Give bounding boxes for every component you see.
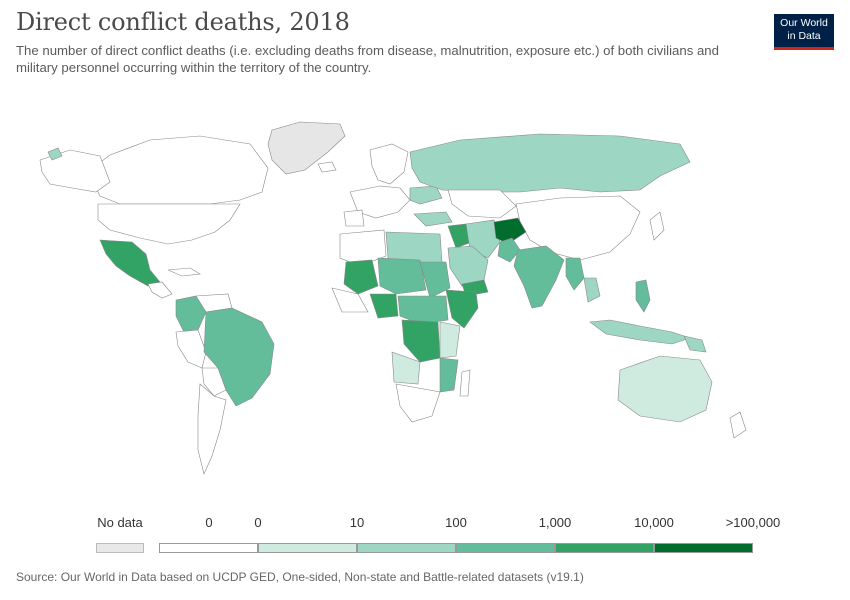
map-legend: No data 0 0 10 100 1,000 10,000 >100,000: [0, 505, 850, 560]
sudan[interactable]: [419, 261, 451, 299]
legend-nodata-swatch[interactable]: [96, 543, 144, 553]
legend-swatch-5[interactable]: [654, 543, 753, 553]
russia[interactable]: [409, 133, 691, 193]
morocco-algeria[interactable]: [339, 229, 387, 267]
mexico[interactable]: [99, 239, 161, 287]
kenya-tanzania[interactable]: [439, 321, 461, 359]
argentina-chile[interactable]: [197, 383, 227, 475]
australia[interactable]: [617, 355, 713, 423]
legend-zero-label: 0: [205, 515, 213, 530]
legend-end-label: >100,000: [725, 515, 781, 530]
mongolia-china[interactable]: [515, 195, 641, 261]
south-sudan-car[interactable]: [397, 295, 449, 325]
japan[interactable]: [649, 211, 665, 241]
india[interactable]: [513, 245, 565, 309]
kazakhstan[interactable]: [447, 189, 517, 219]
legend-zero-swatch[interactable]: [159, 543, 258, 553]
chart-subtitle: The number of direct conflict deaths (i.…: [16, 43, 719, 75]
legend-bin-label-2: 100: [445, 515, 467, 530]
owid-logo[interactable]: Our World in Data: [774, 14, 834, 50]
alaska-island[interactable]: [47, 147, 63, 161]
papua-new-guinea[interactable]: [683, 335, 707, 353]
legend-bin-label-4: 10,000: [634, 515, 674, 530]
legend-nodata-label: No data: [97, 515, 143, 530]
world-map: [39, 121, 747, 475]
legend-swatch-1[interactable]: [258, 543, 357, 553]
legend-swatch-4[interactable]: [555, 543, 654, 553]
peru[interactable]: [175, 329, 207, 369]
legend-swatch-3[interactable]: [456, 543, 555, 553]
united-states[interactable]: [97, 203, 241, 245]
logo-line-1: Our World: [780, 17, 828, 29]
chart-title: Direct conflict deaths, 2018: [16, 8, 350, 36]
alaska[interactable]: [39, 149, 111, 193]
new-zealand[interactable]: [729, 411, 747, 439]
logo-accent-bar: [774, 47, 834, 50]
canada[interactable]: [91, 135, 269, 205]
brazil[interactable]: [203, 307, 275, 407]
legend-swatch-2[interactable]: [357, 543, 456, 553]
ethiopia-somalia[interactable]: [445, 289, 479, 329]
legend-bin-label-1: 10: [349, 515, 365, 530]
spain[interactable]: [343, 209, 365, 227]
afghanistan[interactable]: [493, 217, 527, 245]
legend-bin-label-0: 0: [254, 515, 262, 530]
cuba[interactable]: [167, 267, 201, 277]
angola[interactable]: [391, 351, 421, 385]
iceland[interactable]: [317, 161, 337, 173]
central-america[interactable]: [147, 281, 173, 299]
nigeria[interactable]: [369, 293, 399, 319]
mozambique[interactable]: [439, 357, 459, 393]
legend-bin-label-3: 1,000: [538, 515, 572, 530]
ukraine[interactable]: [409, 185, 443, 205]
mali[interactable]: [343, 259, 379, 295]
southern-africa[interactable]: [395, 383, 441, 423]
greenland[interactable]: [267, 121, 346, 175]
turkey[interactable]: [413, 211, 453, 227]
pakistan[interactable]: [497, 237, 521, 263]
bolivia-paraguay[interactable]: [201, 367, 227, 397]
myanmar[interactable]: [565, 257, 585, 291]
scandinavia[interactable]: [369, 143, 409, 185]
west-africa[interactable]: [331, 287, 369, 313]
dr-congo[interactable]: [401, 319, 441, 363]
madagascar[interactable]: [459, 369, 471, 397]
philippines[interactable]: [635, 279, 651, 313]
indonesia[interactable]: [589, 319, 691, 345]
logo-line-2: in Data: [787, 30, 821, 42]
niger-chad[interactable]: [377, 257, 427, 295]
source-note: Source: Our World in Data based on UCDP …: [16, 570, 584, 584]
thailand[interactable]: [583, 277, 601, 303]
